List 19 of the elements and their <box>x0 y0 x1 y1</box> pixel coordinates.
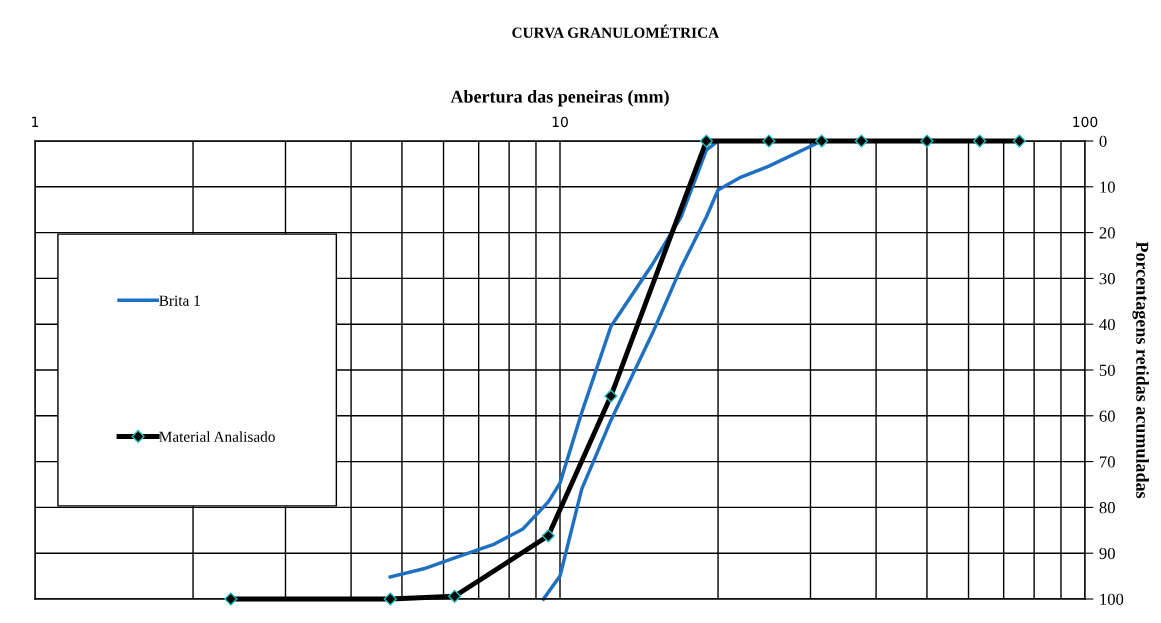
y-tick-label: 40 <box>1099 318 1115 331</box>
y-tick-label: 60 <box>1099 410 1115 422</box>
y-tick-label: 90 <box>1099 547 1115 560</box>
y-tick-label: 100 <box>1100 593 1124 605</box>
y-tick-label: 0 <box>1099 135 1107 147</box>
y-tick-label: 30 <box>1099 273 1115 285</box>
x-tick-label: 10 <box>552 116 568 128</box>
y-tick-label: 80 <box>1099 502 1115 514</box>
x-axis-title: Abertura das peneiras (mm) <box>450 90 669 107</box>
y-tick-label: 50 <box>1099 364 1115 376</box>
x-tick-label: 100 <box>1073 116 1098 128</box>
y-axis-title: Porcentagens retidas acumuladas <box>1132 241 1149 499</box>
chart-title: CURVA GRANULOMÉTRICA <box>512 24 719 38</box>
y-tick-label: 20 <box>1099 227 1115 239</box>
legend-label: Brita 1 <box>159 295 200 306</box>
y-tick-label: 10 <box>1100 181 1115 193</box>
y-tick-label: 70 <box>1099 456 1115 468</box>
legend-label: Material Analisado <box>159 431 275 442</box>
x-tick-label: 1 <box>32 116 39 127</box>
